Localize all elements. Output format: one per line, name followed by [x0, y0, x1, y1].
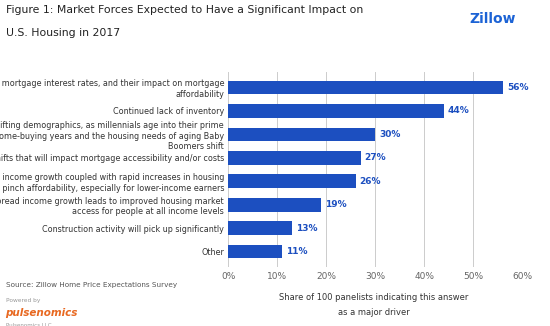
Bar — [228, 221, 292, 235]
Bar — [228, 198, 321, 212]
Text: 11%: 11% — [286, 247, 307, 256]
Bar — [228, 174, 356, 188]
Text: 56%: 56% — [507, 83, 529, 92]
Text: Powered by: Powered by — [6, 298, 40, 303]
Bar — [228, 245, 282, 259]
Text: Source: Zillow Home Price Expectations Survey: Source: Zillow Home Price Expectations S… — [6, 282, 177, 288]
Text: 26%: 26% — [360, 177, 381, 186]
Text: 27%: 27% — [365, 153, 386, 162]
Text: Z: Z — [433, 11, 444, 26]
Bar — [228, 127, 375, 141]
Text: Share of 100 panelists indicating this answer: Share of 100 panelists indicating this a… — [279, 293, 469, 303]
Text: Figure 1: Market Forces Expected to Have a Significant Impact on: Figure 1: Market Forces Expected to Have… — [6, 5, 363, 15]
Text: Zillow: Zillow — [469, 12, 516, 26]
Text: U.S. Housing in 2017: U.S. Housing in 2017 — [6, 28, 120, 38]
Text: 19%: 19% — [326, 200, 347, 209]
Text: 13%: 13% — [296, 224, 317, 233]
Bar — [228, 104, 444, 118]
Text: 44%: 44% — [448, 106, 470, 115]
Text: pulsenomics: pulsenomics — [6, 308, 78, 318]
Text: as a major driver: as a major driver — [338, 308, 410, 317]
Bar — [228, 151, 361, 165]
Text: Pulsenomics LLC: Pulsenomics LLC — [6, 323, 51, 326]
Text: 30%: 30% — [379, 130, 400, 139]
Bar — [228, 81, 503, 94]
